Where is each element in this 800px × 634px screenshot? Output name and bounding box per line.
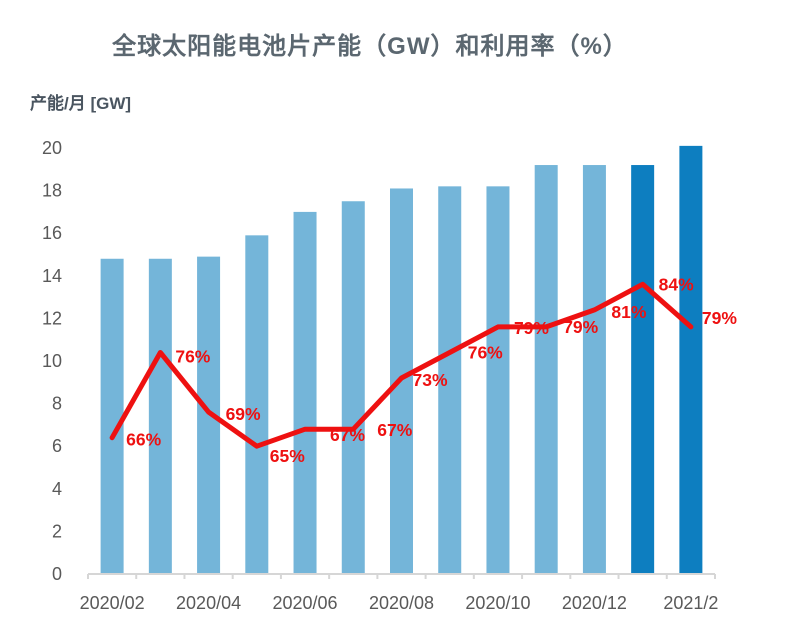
x-tick-label: 2020/02 (80, 593, 145, 613)
y-tick-label: 0 (52, 564, 62, 584)
utilization-data-label: 84% (659, 274, 694, 294)
x-tick-label: 2020/06 (272, 593, 337, 613)
utilization-data-label: 66% (126, 430, 161, 450)
capacity-bar (438, 186, 462, 574)
x-axis-line (87, 573, 716, 579)
y-tick-label: 6 (52, 436, 62, 456)
x-tick-label: 2021/2 (663, 593, 718, 613)
capacity-bar (148, 258, 172, 574)
capacity-bar (534, 165, 558, 575)
utilization-data-label: 67% (330, 425, 365, 445)
capacity-bar (245, 235, 269, 574)
utilization-data-label: 79% (514, 318, 549, 338)
utilization-data-label: 79% (702, 308, 737, 328)
utilization-line (109, 281, 694, 449)
utilization-data-label: 79% (563, 317, 598, 337)
utilization-data-label: 81% (611, 302, 646, 322)
y-tick-label: 4 (52, 479, 62, 499)
capacity-bar (293, 211, 317, 574)
capacity-bar-highlight (679, 145, 703, 574)
utilization-data-label: 76% (175, 346, 210, 366)
y-axis-title: 产能/月 [GW] (30, 94, 132, 113)
utilization-data-label: 65% (270, 446, 305, 466)
y-tick-label: 14 (42, 266, 62, 286)
utilization-data-label: 69% (226, 404, 261, 424)
capacity-bar (582, 165, 606, 575)
x-tick-label: 2020/12 (562, 593, 627, 613)
utilization-data-label: 67% (377, 420, 412, 440)
capacity-bar (100, 258, 124, 574)
x-tick-label: 2020/08 (369, 593, 434, 613)
y-tick-label: 12 (42, 308, 62, 328)
y-tick-label: 20 (42, 138, 62, 158)
chart-title: 全球太阳能电池片产能（GW）和利用率（%） (112, 33, 628, 60)
y-tick-label: 16 (42, 223, 62, 243)
y-tick-label: 10 (42, 351, 62, 371)
x-tick-label: 2020/10 (465, 593, 530, 613)
utilization-data-label: 73% (413, 370, 448, 390)
x-tick-label: 2020/04 (176, 593, 241, 613)
utilization-data-label: 76% (468, 342, 503, 362)
y-tick-label: 8 (52, 394, 62, 414)
capacity-bar (197, 256, 221, 574)
y-tick-label: 2 (52, 521, 62, 541)
y-tick-label: 18 (42, 181, 62, 201)
capacity-bar-highlight (631, 165, 655, 575)
capacity-bar (341, 201, 365, 574)
capacity-bar (486, 186, 510, 574)
